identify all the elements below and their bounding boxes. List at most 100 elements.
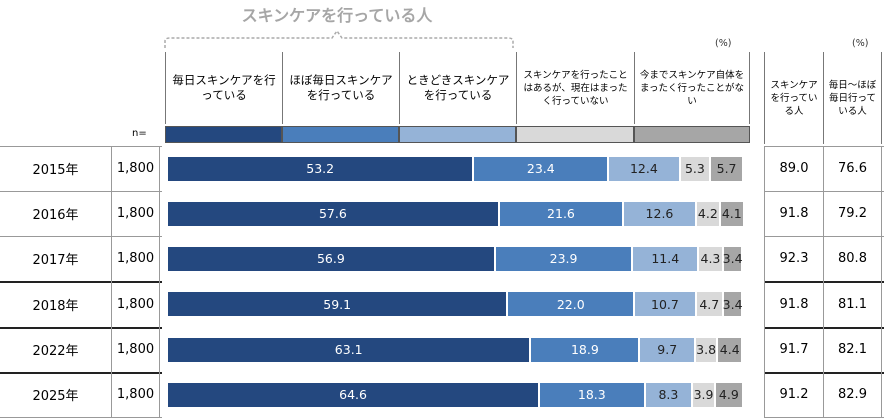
row-line [0,146,162,147]
summary-header: 毎日～ほぼ毎日行っている人 [823,52,882,144]
n-value: 1,800 [112,146,160,191]
row-line [764,327,884,329]
bar-label: 21.6 [547,206,575,221]
bar-label: 11.4 [651,251,680,266]
bar [639,336,696,363]
bar [498,200,624,227]
n-header: n= [132,128,147,139]
bar [722,245,743,272]
bar [539,381,645,408]
summary-value: 91.8 [764,281,823,327]
summary-value: 82.9 [823,372,882,417]
bar-label: 23.9 [549,251,578,266]
unit: (%) [715,38,732,49]
bar-label: 9.7 [657,342,678,357]
bar [692,381,715,408]
bracket-title: スキンケアを行っている人 [241,6,433,25]
bar-label: 18.3 [577,387,606,402]
bar-label: 3.4 [722,251,743,266]
bar [632,245,699,272]
summary-value: 81.1 [823,281,882,327]
bar-label: 64.6 [339,387,367,402]
summary-value: 80.8 [823,236,882,281]
year-label: 2016年 [0,191,112,236]
bar-label: 5.7 [716,161,737,176]
bar [719,200,744,227]
bar [695,291,723,317]
n-value: 1,800 [112,236,160,281]
bar [695,336,718,363]
row-line [764,236,884,237]
bar-label: 57.6 [318,206,347,221]
bar-label: 4.4 [719,342,740,357]
legend-swatch [282,126,399,143]
bar [695,200,720,227]
bar [494,245,633,272]
summary-value: 92.3 [764,236,823,281]
summary-value: 89.0 [764,146,823,191]
bar-label: 3.4 [722,296,743,312]
bar-label: 3.9 [693,387,714,402]
bar [722,291,743,317]
legend-label: 今までスキンケア自体をまったく行ったことがない [634,52,750,124]
legend-swatch [165,126,282,143]
row-line [0,236,162,237]
row-line [0,417,162,418]
bar-label: 12.4 [629,161,658,176]
year-label: 2022年 [0,327,112,372]
row-line [0,372,162,374]
year-label: 2017年 [0,236,112,281]
n-value: 1,800 [112,191,160,236]
summary-header: スキンケアを行っている人 [764,52,823,144]
bar-label: 23.4 [526,161,555,176]
bar-label: 18.9 [570,342,599,357]
bar [698,245,723,272]
bar [507,291,635,317]
bar [714,381,743,408]
summary-value: 91.8 [764,191,823,236]
n-value: 1,800 [112,281,160,327]
bar [167,155,474,182]
legend-swatch [516,126,634,143]
bar [679,155,711,182]
bar-label: 12.6 [645,206,674,221]
n-value: 1,800 [112,327,160,372]
bar [710,155,743,182]
bar-label: 22.0 [556,296,585,312]
row-line [764,191,884,192]
bar [167,336,531,363]
bar-label: 3.8 [696,342,717,357]
year-label: 2015年 [0,146,112,191]
summary-value: 91.2 [764,372,823,417]
summary-value: 82.1 [823,327,882,372]
bar [167,291,508,317]
bar [167,200,499,227]
bar [644,381,693,408]
bar-label: 5.3 [684,161,705,176]
bar [608,155,680,182]
n-value: 1,800 [112,372,160,417]
summary-value: 79.2 [823,191,882,236]
bar [167,381,540,408]
bar-label: 4.3 [700,251,721,266]
bar-label: 4.9 [718,387,739,402]
legend-label: ときどきスキンケアを行っている [399,52,516,124]
legend-label: ほぼ毎日スキンケアを行っている [282,52,399,124]
bar-label: 4.2 [697,206,718,221]
bar [623,200,696,227]
bar-label: 63.1 [334,342,363,357]
row-line [0,327,162,329]
summary-value: 91.7 [764,327,823,372]
row-line [764,372,884,374]
row-line [764,281,884,283]
row-line [764,417,884,418]
bar [634,291,696,317]
legend-label: 毎日スキンケアを行っている [165,52,282,124]
bar-label: 8.3 [658,387,679,402]
bar-label: 59.1 [323,296,352,312]
legend-label: スキンケアを行ったことはあるが、現在はまったく行っていない [516,52,634,124]
bar [473,155,609,182]
bar [167,245,495,272]
bar-label: 4.1 [721,206,742,221]
